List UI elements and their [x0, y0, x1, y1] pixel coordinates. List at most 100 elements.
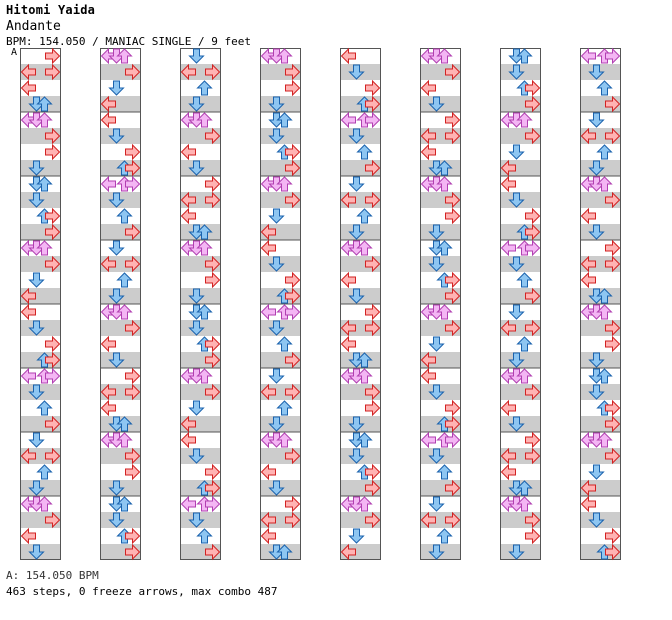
beat-stripe [420, 192, 461, 208]
right-arrow [125, 255, 141, 273]
right-arrow [125, 143, 141, 161]
up-arrow [196, 224, 213, 240]
right-arrow [365, 95, 381, 113]
down-arrow [428, 384, 445, 400]
left-arrow [20, 287, 36, 305]
right-arrow [205, 175, 221, 193]
right-arrow [605, 335, 621, 353]
chart-meta: BPM: 154.050 / MANIAC SINGLE / 9 feet [6, 35, 252, 48]
left-arrow [580, 255, 596, 273]
right-arrow [365, 399, 381, 417]
beat-stripe [420, 512, 461, 528]
up-arrow [196, 80, 213, 96]
right-arrow [525, 511, 541, 529]
right-arrow [525, 79, 541, 97]
down-arrow [268, 320, 285, 336]
down-arrow [508, 64, 525, 80]
beat-stripe [500, 288, 541, 304]
down-arrow [108, 128, 125, 144]
right-arrow [45, 47, 61, 65]
beat-stripe [20, 288, 61, 304]
left-arrow [420, 143, 436, 161]
right-arrow [525, 223, 541, 241]
down-arrow [588, 384, 605, 400]
right-arrow [125, 223, 141, 241]
right-arrow [285, 143, 301, 161]
beat-stripe [500, 128, 541, 144]
right-arrow [285, 79, 301, 97]
beat-stripe [260, 512, 301, 528]
right-arrow [525, 527, 541, 545]
down-arrow [28, 544, 45, 560]
right-arrow [605, 239, 621, 257]
beat-stripe [180, 416, 221, 432]
beat-stripe [420, 64, 461, 80]
up-arrow [596, 144, 613, 160]
up-arrow [356, 368, 373, 384]
up-arrow [436, 160, 453, 176]
beat-stripe [20, 416, 61, 432]
right-arrow [605, 399, 621, 417]
beat-stripe [340, 320, 381, 336]
left-arrow [420, 79, 436, 97]
beat-stripe [340, 512, 381, 528]
down-arrow [268, 256, 285, 272]
up-arrow [196, 304, 213, 320]
right-arrow [205, 351, 221, 369]
down-arrow [588, 464, 605, 480]
up-arrow [116, 496, 133, 512]
right-arrow [45, 255, 61, 273]
right-arrow [525, 95, 541, 113]
beat-stripe [340, 192, 381, 208]
right-arrow [445, 431, 461, 449]
right-arrow [205, 495, 221, 513]
left-arrow [260, 511, 276, 529]
beat-stripe [420, 480, 461, 496]
down-arrow [348, 288, 365, 304]
right-arrow [285, 287, 301, 305]
right-arrow [445, 127, 461, 145]
right-arrow [525, 127, 541, 145]
up-arrow [436, 176, 453, 192]
beat-stripe [20, 512, 61, 528]
left-arrow [420, 367, 436, 385]
up-arrow [516, 480, 533, 496]
beat-stripe [180, 544, 221, 560]
beat-stripe [420, 288, 461, 304]
beat-stripe [260, 224, 301, 240]
right-arrow [605, 255, 621, 273]
beat-stripe [100, 96, 141, 112]
beat-stripe [580, 480, 621, 496]
left-arrow [180, 143, 196, 161]
right-arrow [445, 111, 461, 129]
left-arrow [340, 335, 356, 353]
left-arrow [340, 47, 356, 65]
right-arrow [525, 287, 541, 305]
beat-stripe [580, 128, 621, 144]
up-arrow [356, 240, 373, 256]
left-arrow [20, 527, 36, 545]
beat-stripe [180, 192, 221, 208]
right-arrow [365, 255, 381, 273]
right-arrow [205, 191, 221, 209]
down-arrow [588, 64, 605, 80]
down-arrow [28, 192, 45, 208]
right-arrow [365, 303, 381, 321]
section-marker: A [11, 47, 18, 58]
right-arrow [125, 63, 141, 81]
artist-name: Hitomi Yaida [6, 3, 96, 17]
beat-stripe [260, 448, 301, 464]
down-arrow [268, 480, 285, 496]
up-arrow [596, 80, 613, 96]
beat-stripe [580, 448, 621, 464]
down-arrow [428, 544, 445, 560]
up-arrow [276, 336, 293, 352]
left-arrow [20, 367, 36, 385]
beat-stripe [180, 352, 221, 368]
up-arrow [596, 304, 613, 320]
left-arrow [260, 223, 276, 241]
beat-stripe [20, 448, 61, 464]
right-arrow [525, 431, 541, 449]
beat-stripe [260, 192, 301, 208]
up-arrow [36, 176, 53, 192]
